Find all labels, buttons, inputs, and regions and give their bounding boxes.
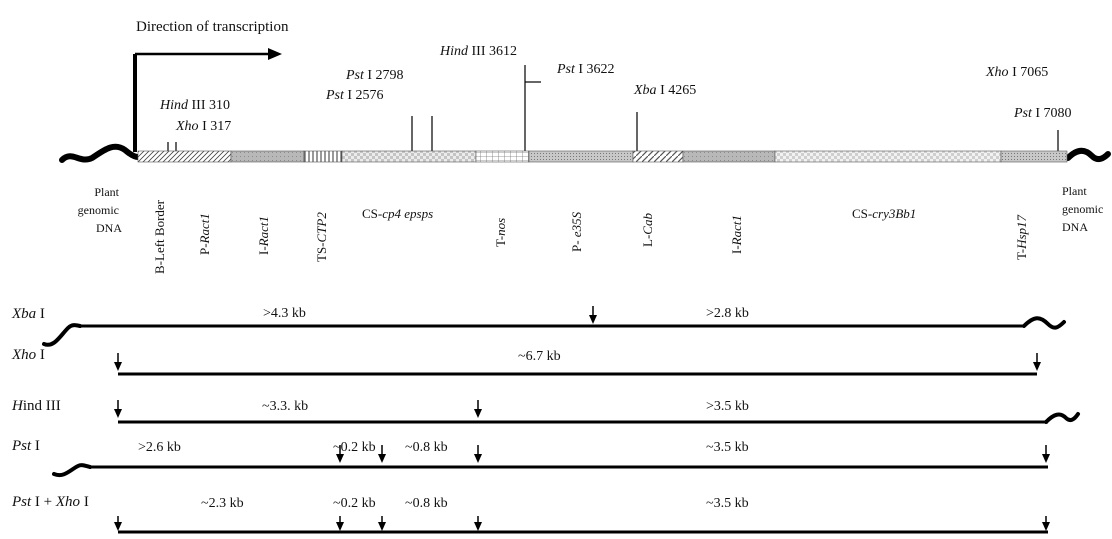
- cut-arrow: [1033, 353, 1041, 371]
- cut-arrow: [114, 400, 122, 418]
- label-i-ract1-2: I-Ract1: [729, 215, 744, 254]
- digest-pst: Pst I >2.6 kb ~0.2 kb ~0.8 kb ~3.5 kb: [11, 438, 1050, 477]
- fragment-label: ~2.3 kb: [201, 496, 244, 511]
- digest-pst-xho: Pst I + Xho I ~2.3 kb ~0.2 kb ~0.8 kb ~3…: [11, 494, 1050, 534]
- digest-xba-label: Xba I: [11, 306, 45, 322]
- transcription-arrow: [133, 48, 282, 152]
- fragment-label: >4.3 kb: [263, 306, 306, 321]
- cut-arrow: [378, 445, 386, 463]
- fragment-label: >2.6 kb: [138, 440, 181, 455]
- segment-t-nos: [475, 150, 530, 163]
- label-cs-cp4-epsps: CS-cp4 epsps: [362, 206, 433, 221]
- site-xba-4265: Xba I 4265: [633, 83, 696, 98]
- site-pst-3622: Pst I 3622: [556, 62, 615, 77]
- site-hind-310: Hind III 310: [159, 98, 230, 113]
- digest-xba: Xba I >4.3 kb >2.8 kb: [11, 306, 1066, 347]
- site-xho-317: Xho I 317: [175, 119, 231, 134]
- label-t-nos: T-nos: [493, 218, 508, 247]
- label-b-left-border: B-Left Border: [152, 199, 167, 274]
- label-cs-cry3bb1: CS-cry3Bb1: [852, 206, 916, 221]
- segment-l-cab: [632, 150, 684, 163]
- label-t-hsp17: T-Hsp17: [1014, 214, 1029, 260]
- label-p-ract1: P-Ract1: [197, 213, 212, 255]
- site-pst-7080: Pst I 7080: [1013, 106, 1072, 121]
- segment-p-e35s: [528, 150, 634, 163]
- fragment-label: ~0.2 kb: [333, 496, 376, 511]
- label-ts-ctp2: TS-CTP2: [314, 212, 329, 262]
- cut-arrow: [474, 445, 482, 463]
- digest-xho: Xho I ~6.7 kb: [11, 347, 1041, 376]
- squiggle-left: [42, 323, 82, 347]
- transgene-map-bar: [59, 143, 1111, 163]
- fragment-label: ~3.5 kb: [706, 496, 749, 511]
- segment-t-hsp17: [1000, 150, 1068, 163]
- cut-arrow: [336, 445, 344, 463]
- site-pst-2576: Pst I 2576: [325, 88, 384, 103]
- segment-i-ract1-2: [682, 150, 776, 163]
- plant-dna-left-label: Plant genomic DNA: [78, 185, 123, 235]
- genomic-dna-left-squiggle: [59, 143, 141, 163]
- digest-hind: Hind III ~3.3. kb >3.5 kb: [11, 398, 1080, 424]
- genomic-dna-right-squiggle: [1065, 148, 1111, 163]
- cut-arrow: [589, 306, 597, 324]
- segment-cs-cry3bb1: [774, 150, 1002, 163]
- site-xho-7065: Xho I 7065: [985, 65, 1048, 80]
- digest-pst-label: Pst I: [11, 438, 40, 454]
- digest-hind-label: Hind III: [11, 398, 61, 414]
- label-l-cab: L-Cab: [640, 213, 655, 247]
- site-hind-3612: Hind III 3612: [439, 44, 517, 59]
- label-i-ract1-1: I-Ract1: [256, 216, 271, 255]
- fragment-label: ~0.8 kb: [405, 496, 448, 511]
- cut-arrow: [474, 516, 482, 531]
- cut-arrow: [114, 353, 122, 371]
- fragment-label: >3.5 kb: [706, 399, 749, 414]
- cut-arrow: [1042, 516, 1050, 531]
- site-tick-lines: [167, 65, 1059, 152]
- segment-ts-ctp2: [341, 150, 477, 163]
- segment-b-left-border: [137, 150, 232, 163]
- plant-dna-right-label: Plant genomic DNA: [1062, 184, 1106, 234]
- fragment-label: >2.8 kb: [706, 306, 749, 321]
- cut-arrow: [474, 400, 482, 418]
- transcription-direction-label: Direction of transcription: [136, 19, 289, 35]
- label-p-e35s: P- e35S: [569, 211, 584, 252]
- cut-arrow: [1042, 445, 1050, 463]
- fragment-label: ~3.3. kb: [262, 399, 308, 414]
- squiggle-right: [1044, 412, 1080, 424]
- restriction-site-labels: Hind III 310 Xho I 317 Pst I 2798 Pst I …: [159, 44, 1072, 134]
- fragment-label: ~3.5 kb: [706, 440, 749, 455]
- cut-arrow: [114, 516, 122, 531]
- segment-i-ract1-1: [303, 150, 343, 163]
- cut-arrow: [336, 516, 344, 531]
- site-pst-2798: Pst I 2798: [345, 68, 404, 83]
- element-labels: Plant genomic DNA Plant genomic DNA B-Le…: [78, 184, 1106, 274]
- squiggle-left: [52, 463, 92, 477]
- cut-arrow: [378, 516, 386, 531]
- segment-p-ract1: [230, 150, 305, 163]
- squiggle-right: [1022, 316, 1066, 330]
- digest-xho-label: Xho I: [11, 347, 45, 363]
- fragment-label: ~6.7 kb: [518, 349, 561, 364]
- fragment-label: ~0.8 kb: [405, 440, 448, 455]
- fragment-label: ~0.2 kb: [333, 440, 376, 455]
- digest-pst-xho-label: Pst I + Xho I: [11, 494, 89, 510]
